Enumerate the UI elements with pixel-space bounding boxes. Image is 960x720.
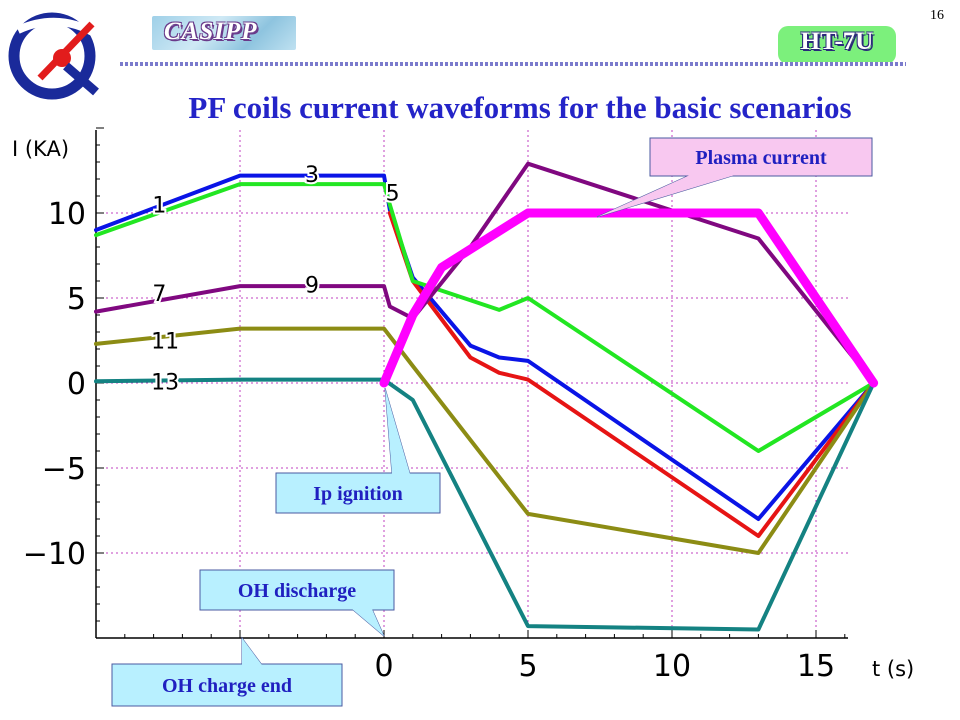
- callouts: Plasma current Ip ignition OH discharge OH …: [111, 137, 873, 707]
- casipp-badge: [152, 16, 296, 50]
- ht7u-badge: [778, 26, 896, 64]
- callout-oh-discharge-box: [199, 569, 395, 611]
- callout-plasma-current: Plasma current: [596, 137, 873, 218]
- series-line-plasma-current: [379, 208, 879, 388]
- brand-left-label: CASIPP: [164, 18, 258, 45]
- series-line-13: [94, 377, 876, 632]
- chart-series: [94, 161, 879, 632]
- x-tick-label-2: 10: [653, 649, 691, 684]
- callout-plasma-current-pointer-fill: [597, 175, 735, 217]
- y-tick-label-4: −10: [23, 537, 86, 572]
- y-tick-label-0: 10: [48, 197, 86, 232]
- callout-oh-charge-end-text: OH charge end: [162, 675, 292, 697]
- y-tick-label-2: 0: [67, 367, 86, 402]
- chart-labels: 10 5 0 −5 −10 0 5 10 15 I (KA) t (s) 3 5 1 9 7 11 13: [12, 137, 914, 684]
- callout-oh-discharge: OH discharge: [199, 569, 395, 637]
- series-line-1: [94, 173, 876, 521]
- y-tick-label-1: 5: [67, 282, 86, 317]
- chart-grid: [96, 130, 848, 638]
- y-axis-title: I (KA): [12, 137, 69, 161]
- coil-label-13: 13: [151, 370, 179, 395]
- callout-oh-charge-end-pointer-fill: [242, 638, 262, 665]
- callout-ip-ignition-text: Ip ignition: [313, 483, 402, 505]
- coil-label-5: 5: [386, 182, 400, 207]
- callout-ip-ignition: Ip ignition: [275, 387, 441, 514]
- header-divider: [120, 62, 906, 66]
- coil-label-1: 1: [152, 194, 166, 219]
- callout-plasma-current-text: Plasma current: [695, 147, 827, 169]
- brand-right-label: HT-7U: [800, 28, 874, 55]
- slide-number: 16: [930, 8, 944, 23]
- x-tick-label-0: 0: [374, 649, 393, 684]
- coil-label-11: 11: [151, 330, 179, 355]
- slide-title: PF coils current waveforms for the basic…: [188, 90, 852, 125]
- callout-oh-charge-end-box: [111, 663, 343, 707]
- chart-frame: [95, 127, 848, 639]
- x-tick-label-3: 15: [797, 649, 835, 684]
- callout-oh-discharge-pointer-fill: [352, 609, 384, 636]
- series-line-5: [94, 182, 876, 453]
- series-line-11: [94, 326, 876, 555]
- coil-label-9: 9: [305, 273, 319, 298]
- callout-ip-ignition-box: [275, 472, 441, 514]
- casipp-logo: [8, 12, 105, 100]
- callout-oh-discharge-text: OH discharge: [238, 580, 356, 602]
- callout-oh-charge-end: OH charge end: [111, 636, 343, 707]
- coil-label-3: 3: [305, 163, 319, 188]
- x-tick-label-1: 5: [518, 649, 537, 684]
- coil-label-7: 7: [152, 282, 166, 307]
- callout-ip-ignition-pointer-fill: [385, 388, 410, 474]
- x-axis-title: t (s): [872, 657, 914, 681]
- y-tick-label-3: −5: [42, 452, 86, 487]
- callout-plasma-current-box: [649, 137, 873, 177]
